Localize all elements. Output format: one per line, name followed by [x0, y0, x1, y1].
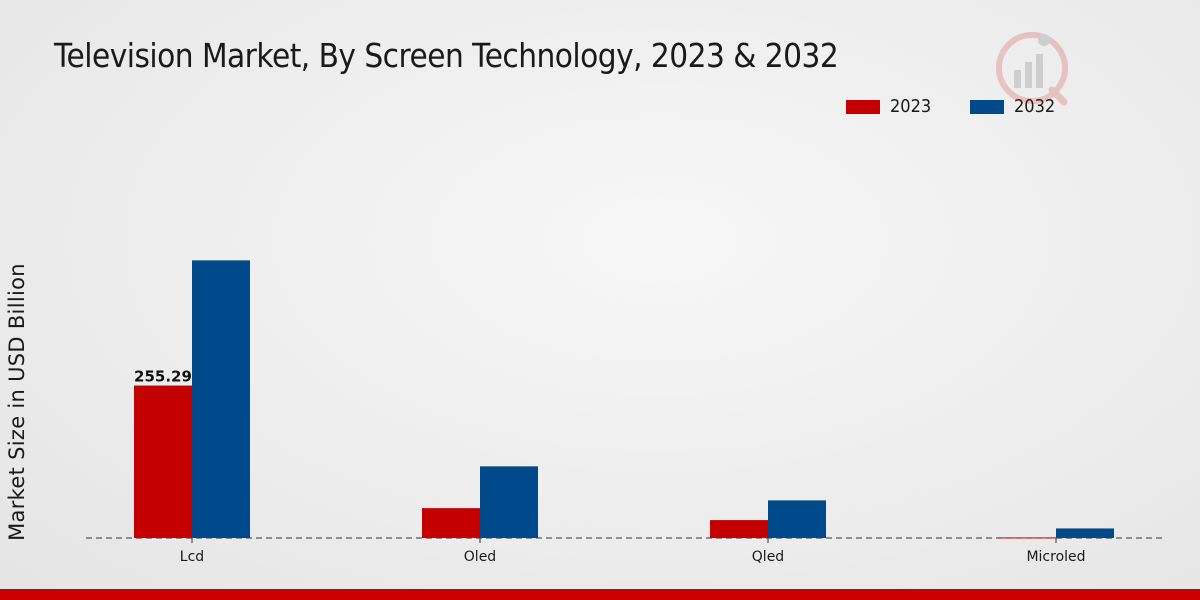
bar-oled-2023 — [422, 508, 480, 538]
bottom-bar — [0, 589, 1200, 600]
bar-qled-2023 — [710, 520, 768, 538]
x-tick-label-oled: Oled — [464, 549, 496, 565]
chart-title: Television Market, By Screen Technology,… — [54, 36, 839, 75]
x-tick-label-microled: Microled — [1026, 549, 1085, 565]
legend-item-2032: 2032 — [969, 96, 1060, 117]
brand-logo-icon — [996, 32, 1068, 106]
bar-lcd-2023 — [134, 385, 192, 538]
legend-item-2023: 2023 — [846, 96, 936, 117]
bar-qled-2032 — [768, 500, 826, 538]
legend-label-2032: 2032 — [1013, 96, 1056, 117]
data-label-lcd-2023: 255.29 — [134, 368, 192, 386]
bar-oled-2032 — [480, 466, 538, 538]
legend: 2023 2032 — [846, 96, 1094, 117]
legend-swatch-2032 — [969, 99, 1004, 114]
x-tick-label-lcd: Lcd — [180, 549, 204, 565]
x-tick-label-qled: Qled — [752, 549, 784, 565]
legend-label-2023: 2023 — [890, 96, 932, 117]
bar-microled-2032 — [1056, 528, 1114, 538]
bar-lcd-2032 — [192, 260, 250, 538]
legend-swatch-2023 — [846, 99, 880, 114]
bar-microled-2023 — [998, 537, 1056, 539]
